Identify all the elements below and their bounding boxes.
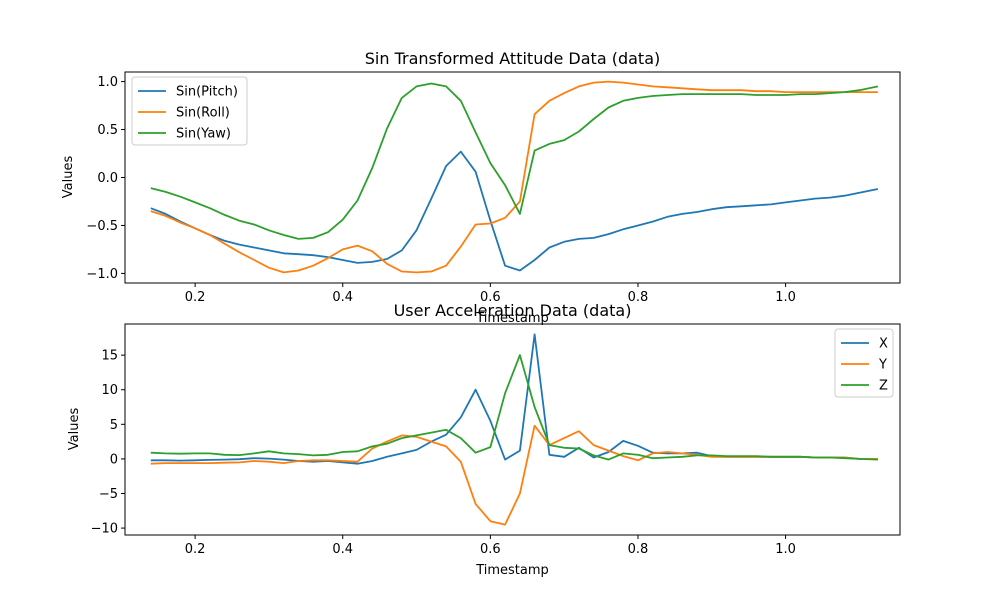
acceleration-y-tick-label: 0 (110, 452, 118, 467)
attitude-y-tick-label: 1.0 (97, 75, 118, 90)
attitude-x-tick-label: 0.6 (480, 290, 501, 305)
attitude-x-tick-label: 1.0 (775, 290, 796, 305)
attitude-legend-label: Sin(Yaw) (176, 127, 231, 142)
acceleration-y-tick-label: 15 (101, 349, 118, 364)
acceleration-legend-label: X (879, 337, 888, 352)
attitude-legend-label: Sin(Roll) (176, 106, 230, 121)
attitude-x-axis-label: Timestamp (475, 311, 549, 326)
acceleration-legend-label: Z (879, 379, 888, 394)
acceleration-legend-box (834, 328, 894, 398)
acceleration-x-tick-label: 0.2 (185, 542, 206, 557)
acceleration-x-tick-label: 0.4 (332, 542, 353, 557)
attitude-legend: Sin(Pitch) Sin(Roll) Sin(Yaw) (131, 76, 248, 146)
acceleration-chart-title: User Acceleration Data (data) (394, 301, 632, 320)
attitude-y-tick-label: −0.5 (86, 219, 118, 234)
attitude-y-tick-label: −1.0 (86, 267, 118, 282)
acceleration-x-tick-label: 1.0 (775, 542, 796, 557)
attitude-x-tick-label: 0.8 (628, 290, 649, 305)
acceleration-series-line-z (150, 354, 878, 461)
attitude-legend-label: Sin(Pitch) (176, 85, 238, 100)
acceleration-plot-frame (124, 323, 901, 536)
attitude-legend-box (131, 76, 248, 146)
acceleration-y-axis-label: Values (67, 408, 82, 451)
acceleration-x-tick-label: 0.8 (628, 542, 649, 557)
attitude-series-lines (150, 80, 879, 274)
attitude-x-tick-label: 0.2 (185, 290, 206, 305)
attitude-ticks: 0.2 0.4 0.6 0.8 1.0 −1.0 −0.5 0.0 0.5 1.0 (86, 75, 796, 305)
attitude-chart-title: Sin Transformed Attitude Data (data) (365, 49, 660, 68)
attitude-y-axis-label: Values (61, 156, 76, 199)
acceleration-x-tick-label: 0.6 (480, 542, 501, 557)
attitude-y-tick-label: 0.5 (97, 123, 118, 138)
attitude-y-tick-label: 0.0 (97, 171, 118, 186)
acceleration-x-axis-label: Timestamp (475, 563, 549, 578)
acceleration-legend-label: Y (878, 358, 887, 373)
attitude-x-tick-label: 0.4 (332, 290, 353, 305)
acceleration-ticks: 0.2 0.4 0.6 0.8 1.0 −10 −5 0 5 10 15 (91, 349, 796, 557)
acceleration-subplot: User Acceleration Data (data) Timestamp … (67, 301, 901, 578)
attitude-subplot: Sin Transformed Attitude Data (data) Tim… (61, 49, 901, 326)
attitude-series-line-sin-pitch (150, 150, 879, 272)
attitude-plot-frame (124, 71, 901, 284)
acceleration-y-tick-label: −5 (99, 487, 118, 502)
acceleration-y-tick-label: 10 (101, 383, 118, 398)
acceleration-legend: XYZ (834, 328, 894, 398)
acceleration-y-tick-label: −10 (91, 522, 118, 537)
acceleration-y-tick-label: 5 (110, 418, 118, 433)
attitude-series-line-sin-yaw (150, 82, 879, 240)
acceleration-series-lines (150, 333, 878, 526)
attitude-series-line-sin-roll (150, 80, 878, 274)
